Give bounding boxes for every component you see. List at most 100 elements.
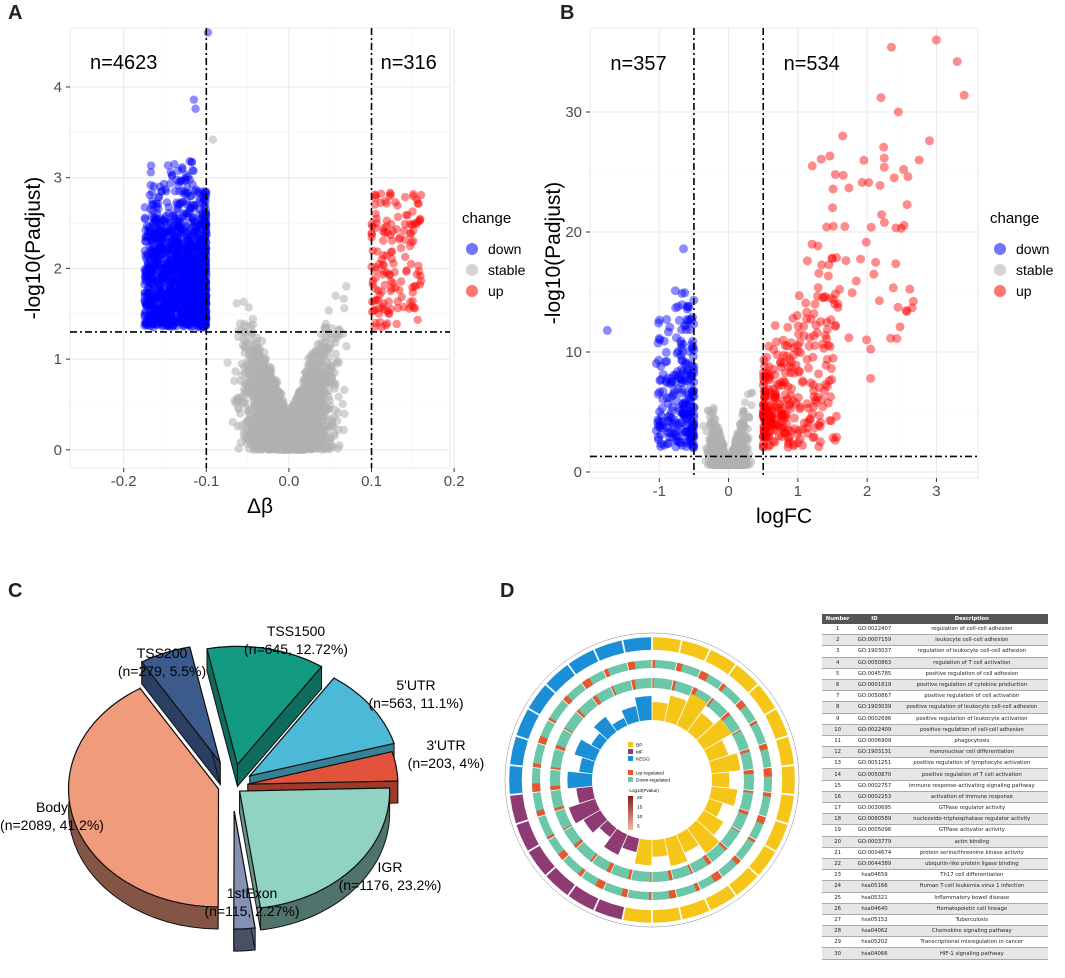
data-point-down xyxy=(155,275,165,284)
data-point-stable xyxy=(325,436,335,445)
data-point-stable xyxy=(326,375,335,384)
data-point-stable xyxy=(313,340,322,349)
data-point-stable xyxy=(261,408,270,418)
data-point-stable xyxy=(331,349,340,359)
data-point-stable xyxy=(239,334,248,344)
data-point-down xyxy=(161,266,171,275)
data-point-stable xyxy=(249,424,258,433)
data-point-stable xyxy=(276,429,285,439)
data-point-stable xyxy=(315,392,324,402)
data-point-down xyxy=(164,203,174,212)
data-point-stable xyxy=(338,399,347,409)
data-point-down xyxy=(169,266,178,275)
data-point-stable xyxy=(304,398,313,407)
data-point-down xyxy=(140,203,149,212)
data-point-stable xyxy=(230,376,239,386)
data-point-down xyxy=(192,287,202,297)
data-point-down xyxy=(201,277,211,287)
data-point-stable xyxy=(340,409,349,419)
data-point-stable xyxy=(309,405,318,414)
data-point-stable xyxy=(322,358,331,367)
data-point-stable xyxy=(281,437,291,446)
data-point-down xyxy=(197,220,207,230)
data-point-down xyxy=(143,316,152,325)
data-point-down xyxy=(172,204,182,214)
data-point-stable xyxy=(275,400,284,409)
data-point-down xyxy=(158,322,167,331)
data-point-down xyxy=(184,268,193,278)
data-point-down xyxy=(177,251,187,261)
data-point-down xyxy=(197,288,207,297)
data-point-down xyxy=(162,266,171,276)
data-point-down xyxy=(153,253,162,262)
data-point-stable xyxy=(252,401,261,410)
data-point-stable xyxy=(331,291,340,300)
data-point-down xyxy=(198,322,208,331)
data-point-down xyxy=(150,303,159,312)
data-point-down xyxy=(187,280,196,289)
data-point-stable xyxy=(333,416,342,425)
data-point-down xyxy=(145,255,155,264)
data-point-down xyxy=(171,294,181,304)
data-point-stable xyxy=(243,405,252,414)
data-point-down xyxy=(147,300,157,310)
data-point-stable xyxy=(248,314,258,324)
data-point-down xyxy=(146,205,155,214)
data-point-down xyxy=(167,310,176,319)
data-point-stable xyxy=(258,354,268,364)
data-point-down xyxy=(195,269,204,278)
data-point-down xyxy=(154,193,163,202)
data-point-stable xyxy=(298,415,308,424)
data-point-down xyxy=(180,244,190,254)
data-point-stable xyxy=(319,350,329,359)
data-point-stable xyxy=(300,384,309,394)
data-point-stable xyxy=(240,397,249,406)
data-point-down xyxy=(158,236,167,246)
data-point-down xyxy=(196,291,205,300)
data-point-stable xyxy=(264,389,273,398)
data-point-down xyxy=(161,227,171,236)
data-point-down xyxy=(184,303,193,312)
data-point-stable xyxy=(326,340,335,349)
panel-letter-c: C xyxy=(8,580,23,602)
data-point-down xyxy=(175,272,185,281)
data-point-down xyxy=(169,319,178,328)
volcano-plot-a: -0.2 -0.1 0.0 0.1 0.201234Δβ-log10(Padjust)n… xyxy=(22,27,526,518)
data-point-down xyxy=(160,293,169,303)
data-point-down xyxy=(194,219,203,229)
data-point-down xyxy=(183,236,193,245)
data-point-stable xyxy=(316,375,325,384)
data-point-down xyxy=(192,273,202,282)
data-point-down xyxy=(195,312,204,321)
data-point-stable xyxy=(232,299,241,308)
data-point-down xyxy=(174,205,183,214)
data-point-stable xyxy=(266,438,275,447)
data-point-stable xyxy=(335,325,344,335)
data-point-down xyxy=(188,215,197,224)
points-group xyxy=(140,28,426,455)
data-point-down xyxy=(188,263,197,272)
data-point-down xyxy=(150,319,159,329)
data-point-down xyxy=(171,296,180,306)
data-point-down xyxy=(171,267,181,276)
data-point-down xyxy=(170,226,179,236)
data-point-down xyxy=(185,268,195,277)
data-point-stable xyxy=(243,364,253,374)
data-point-stable xyxy=(234,403,243,412)
data-point-down xyxy=(162,243,172,253)
data-point-down xyxy=(161,298,170,308)
data-point-stable xyxy=(342,342,351,351)
data-point-down xyxy=(152,208,162,218)
data-point-stable xyxy=(316,410,326,420)
data-point-stable xyxy=(317,330,326,339)
data-point-stable xyxy=(249,347,258,356)
data-point-down xyxy=(175,278,184,287)
data-point-down xyxy=(192,244,201,253)
data-point-stable xyxy=(325,366,334,375)
data-point-stable xyxy=(287,430,296,440)
panel-letter-d: D xyxy=(500,580,515,602)
data-point-stable xyxy=(266,430,275,439)
data-point-down xyxy=(192,228,202,238)
data-point-down xyxy=(158,242,167,251)
data-point-down xyxy=(161,211,171,221)
